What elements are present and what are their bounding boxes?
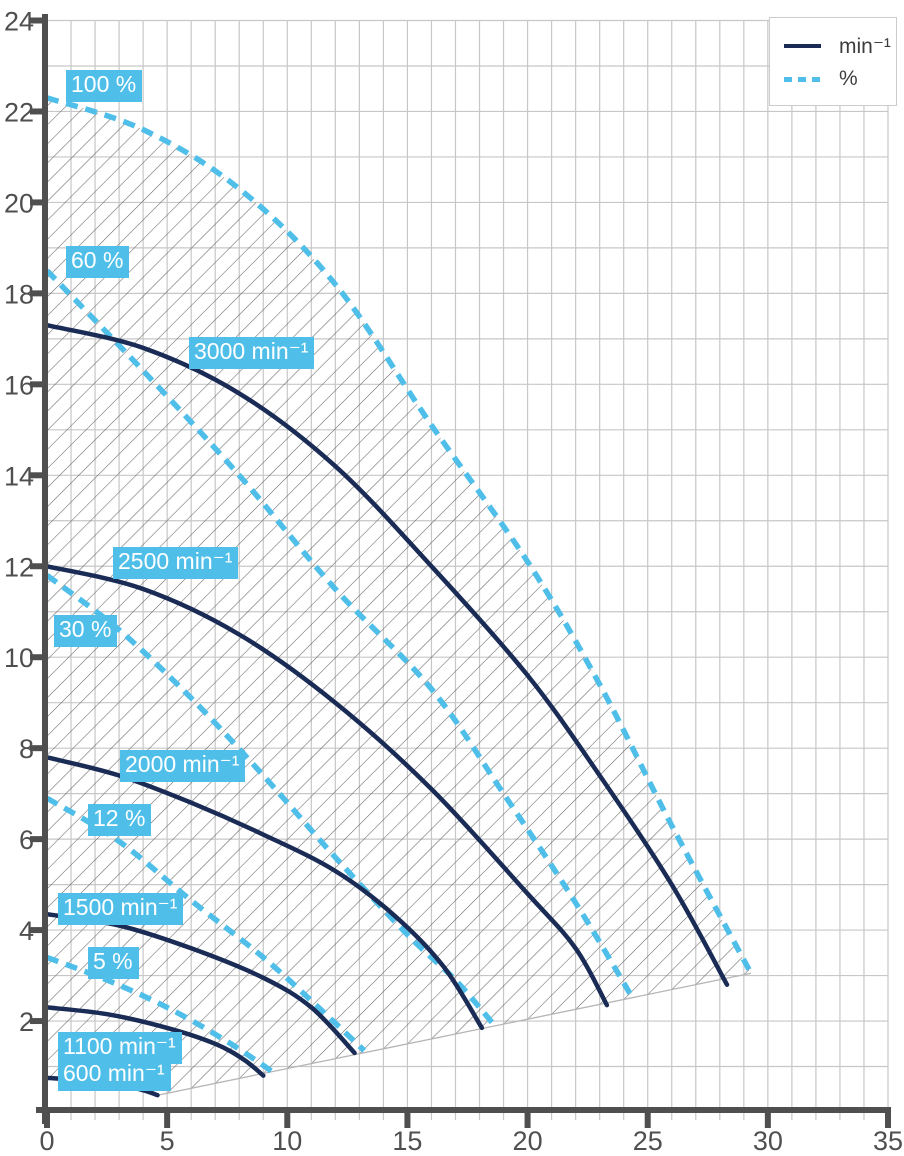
- y-tick-label: 22: [4, 97, 34, 127]
- curve-label-2500-min: 2500 min⁻¹: [113, 547, 239, 579]
- curve-5-pct: [46, 954, 275, 1075]
- x-tick-label: 35: [873, 1126, 903, 1156]
- curve-label-30-pct: 30 %: [54, 615, 118, 647]
- curve-label-1100-min: 1100 min⁻¹: [58, 1032, 182, 1064]
- y-tick-label: 2: [19, 1007, 34, 1037]
- legend-label-percent: %: [839, 67, 858, 90]
- y-tick-label: 10: [4, 643, 34, 673]
- curve-100-pct: [46, 95, 754, 975]
- x-tick-label: 30: [753, 1126, 783, 1156]
- legend-item-speed: min⁻¹: [784, 34, 896, 58]
- solid-line-sample: [784, 44, 821, 48]
- axes: [30, 14, 891, 1128]
- curve-label-3000-min: 3000 min⁻¹: [189, 337, 315, 369]
- curve-1100-min: [44, 1005, 266, 1078]
- curve-60-pct: [45, 268, 636, 1001]
- legend: min⁻¹ %: [769, 17, 897, 106]
- y-tick-label: 16: [4, 370, 34, 400]
- curve-label-12-pct: 12 %: [88, 804, 152, 836]
- x-tick-label: 25: [633, 1126, 663, 1156]
- y-tick-label: 14: [4, 461, 34, 491]
- curve-label-2000-min: 2000 min⁻¹: [120, 750, 246, 782]
- curve-2500-min: [44, 564, 610, 1008]
- curve-label-100-pct: 100 %: [66, 70, 143, 102]
- dashed-line-sample: [784, 76, 821, 82]
- y-tick-label: 20: [4, 188, 34, 218]
- curve-30-pct: [45, 573, 496, 1027]
- y-tick-label: 12: [4, 552, 34, 582]
- y-tick-label: 18: [4, 279, 34, 309]
- y-tick-label: 4: [19, 916, 34, 946]
- x-tick-label: 15: [392, 1126, 422, 1156]
- x-tick-label: 20: [513, 1126, 543, 1156]
- x-tick-label: 10: [272, 1126, 302, 1156]
- curve-label-600-min: 600 min⁻¹: [58, 1059, 171, 1091]
- curve-label-5-pct: 5 %: [88, 947, 139, 979]
- y-tick-label: 24: [4, 7, 34, 37]
- curve-3000-min: [44, 322, 730, 987]
- curve-label-1500-min: 1500 min⁻¹: [58, 893, 184, 925]
- x-tick-label: 0: [39, 1126, 54, 1156]
- legend-item-percent: %: [784, 67, 896, 91]
- envelope-bottom-edge: [157, 972, 752, 1096]
- x-tick-label: 5: [160, 1126, 175, 1156]
- curve-label-60-pct: 60 %: [66, 246, 130, 278]
- legend-label-speed: min⁻¹: [839, 34, 891, 58]
- y-tick-label: 8: [19, 734, 34, 764]
- y-tick-label: 6: [19, 825, 34, 855]
